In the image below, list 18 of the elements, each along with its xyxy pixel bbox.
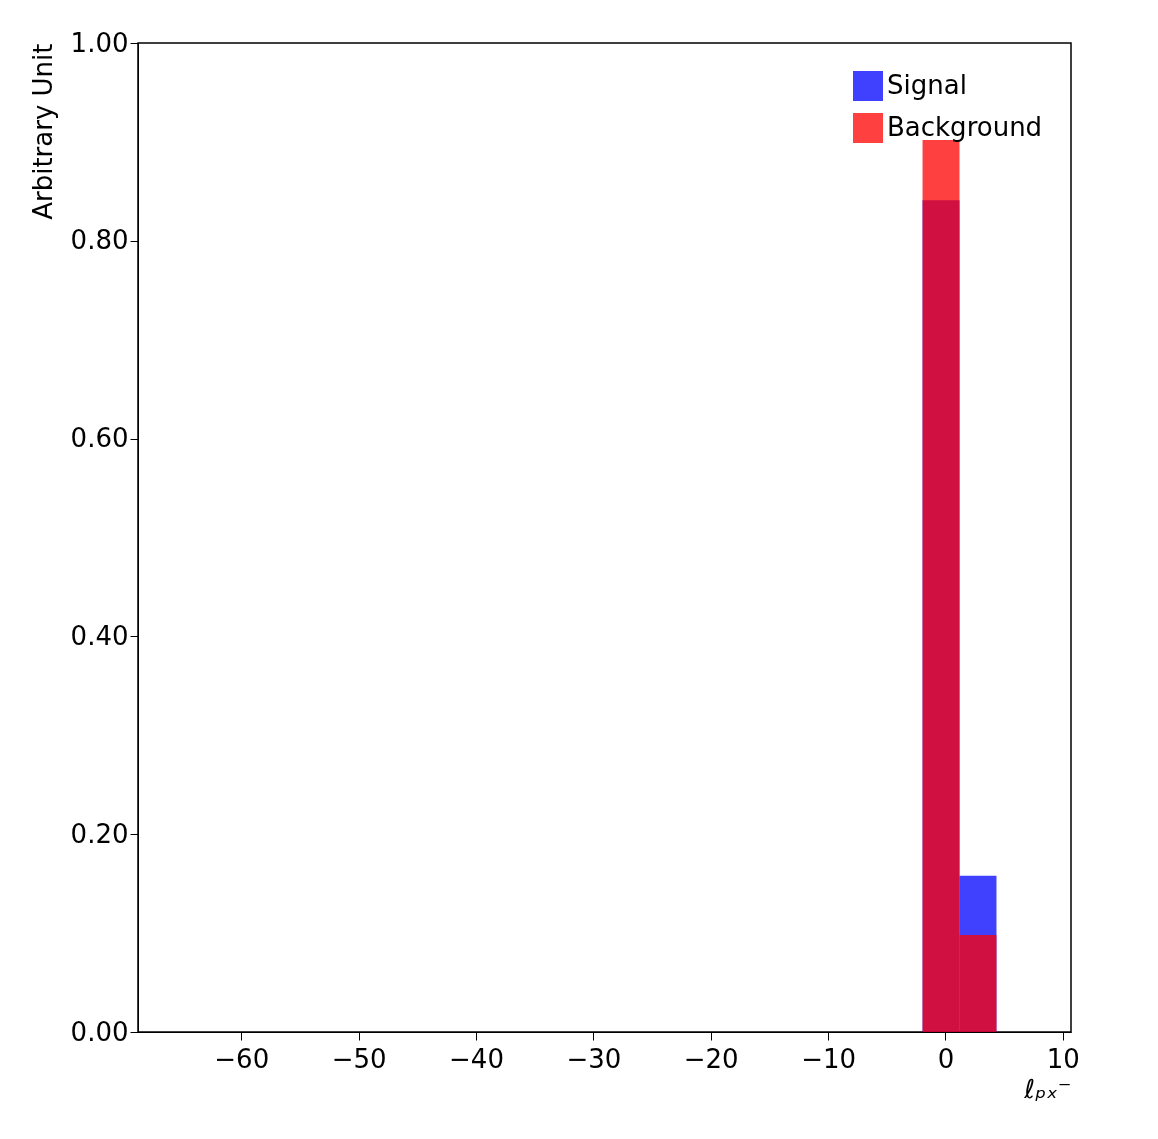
y-tick-label: 0.20 — [70, 818, 129, 849]
y-tick-label: 0.00 — [70, 1016, 129, 1047]
x-tick-label: −60 — [214, 1043, 270, 1074]
x-tick-label: 10 — [1046, 1043, 1080, 1074]
x-tick-label: −30 — [566, 1043, 622, 1074]
y-tick-label: 0.80 — [70, 225, 129, 256]
legend-label: Background — [887, 112, 1043, 142]
x-tick-label: −50 — [331, 1043, 387, 1074]
x-tick-label: 0 — [937, 1043, 955, 1074]
legend-label: Signal — [887, 70, 967, 100]
x-tick-label: −10 — [801, 1043, 857, 1074]
y-axis-title: Arbitrary Unit — [27, 43, 58, 220]
x-axis-title: ℓₚₓ⁻ — [1023, 1073, 1072, 1104]
x-tick-label: −40 — [449, 1043, 504, 1074]
x-tick-label: −20 — [683, 1043, 739, 1074]
y-tick-label: 1.00 — [70, 27, 129, 58]
y-tick-label: 0.40 — [70, 620, 129, 651]
y-tick-label: 0.60 — [70, 423, 129, 454]
